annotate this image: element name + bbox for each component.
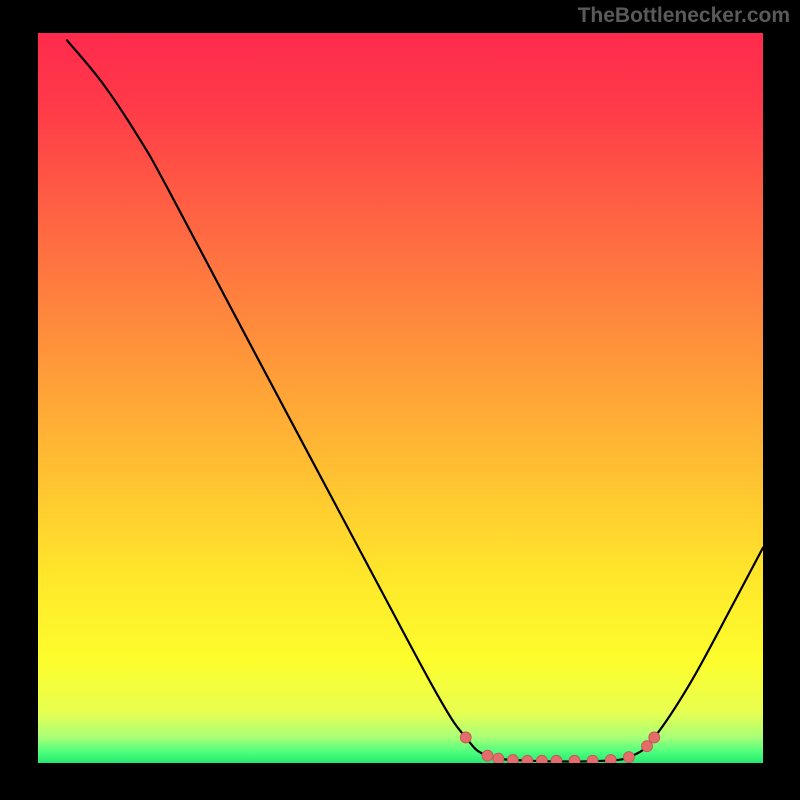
attribution-text: TheBottlenecker.com (578, 4, 790, 28)
marker-point (460, 732, 471, 743)
marker-point (569, 755, 580, 763)
plot-area (38, 33, 763, 763)
marker-point (649, 732, 660, 743)
chart-svg (38, 33, 763, 763)
marker-point (642, 741, 653, 752)
marker-point (493, 753, 504, 763)
marker-point (623, 752, 634, 763)
marker-point (536, 755, 547, 763)
marker-point (507, 755, 518, 763)
marker-point (522, 755, 533, 763)
marker-point (551, 755, 562, 763)
marker-point (587, 755, 598, 763)
marker-point (482, 750, 493, 761)
chart-container: TheBottlenecker.com (0, 0, 800, 800)
marker-point (605, 755, 616, 763)
gradient-background (38, 33, 763, 763)
